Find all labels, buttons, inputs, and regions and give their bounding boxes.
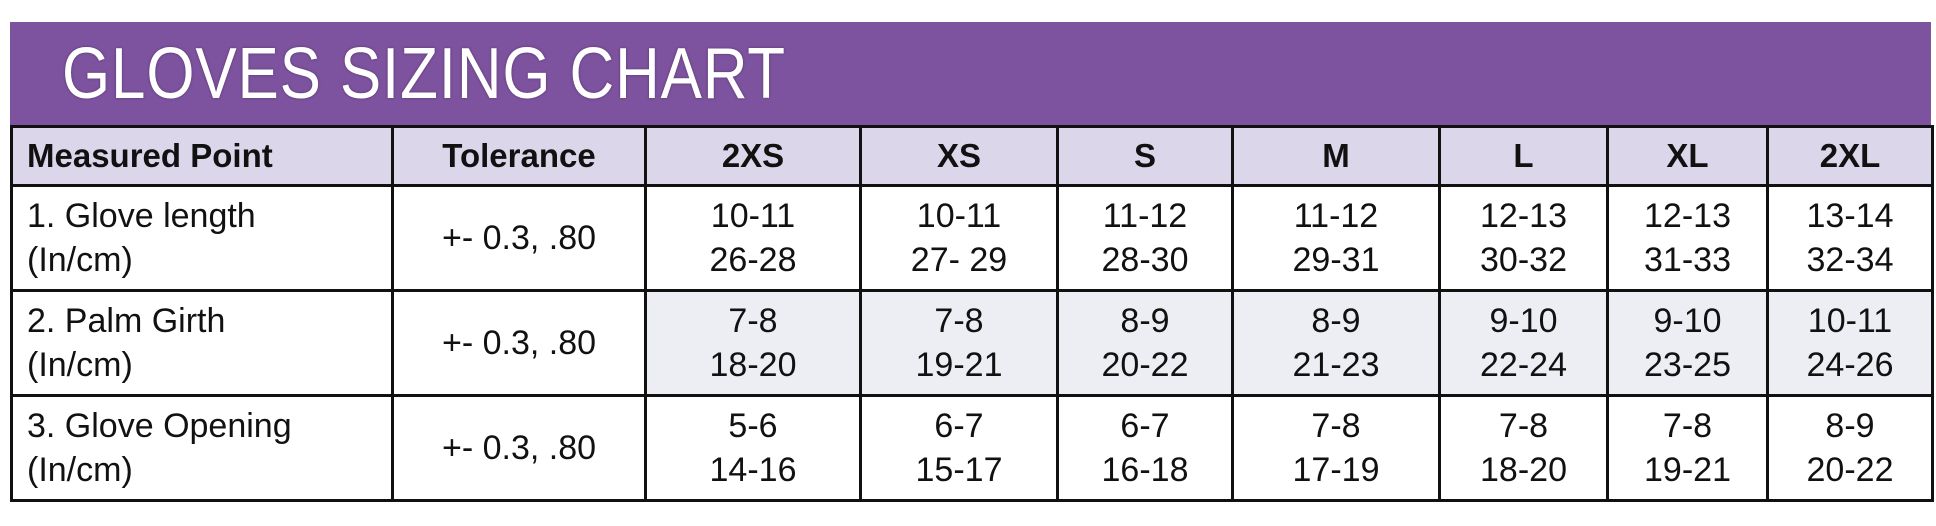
table-row: 1. Glove length (In/cm) +- 0.3, .80 10-11 26…: [10, 184, 1934, 292]
size-cm: 29-31: [1292, 241, 1380, 279]
size-cm: 18-20: [709, 346, 797, 384]
chart-title: GLOVES SIZING CHART: [62, 33, 786, 114]
size-inches: 10-11: [710, 197, 796, 235]
size-cell: 11-12 29-31: [1231, 184, 1441, 292]
size-inches: 11-12: [1293, 197, 1379, 235]
size-inches: 7-8: [728, 302, 778, 340]
column-header: L: [1438, 125, 1609, 187]
size-cell: 8-9 21-23: [1231, 289, 1441, 397]
size-cm: 28-30: [1101, 241, 1189, 279]
size-cell: 7-8 17-19: [1231, 394, 1441, 502]
tolerance-cell: +- 0.3, .80: [391, 394, 647, 502]
size-inches: 8-9: [1120, 302, 1170, 340]
size-cell: 12-13 30-32: [1438, 184, 1609, 292]
size-cm: 26-28: [709, 241, 797, 279]
size-cell: 11-12 28-30: [1056, 184, 1234, 292]
size-cell: 9-10 22-24: [1438, 289, 1609, 397]
size-cell: 10-11 24-26: [1766, 289, 1934, 397]
size-inches: 7-8: [1498, 407, 1549, 445]
tolerance-cell: +- 0.3, .80: [391, 289, 647, 397]
size-cm: 30-32: [1480, 241, 1567, 279]
size-inches: 9-10: [1653, 302, 1722, 340]
measured-point-cell: 1. Glove length (In/cm): [10, 184, 394, 292]
size-inches: 10-11: [1807, 302, 1893, 340]
size-cm: 15-17: [915, 451, 1003, 489]
size-cm: 23-25: [1644, 346, 1731, 384]
size-cell: 10-11 27- 29: [859, 184, 1059, 292]
size-cm: 20-22: [1101, 346, 1189, 384]
size-cell: 9-10 23-25: [1606, 289, 1769, 397]
measured-point-cell: 2. Palm Girth (In/cm): [10, 289, 394, 397]
size-cm: 17-19: [1292, 451, 1380, 489]
size-cell: 13-14 32-34: [1766, 184, 1934, 292]
size-inches: 7-8: [1311, 407, 1361, 445]
size-cm: 20-22: [1806, 451, 1894, 489]
size-cm: 14-16: [709, 451, 797, 489]
measured-point-cell: 3. Glove Opening (In/cm): [10, 394, 394, 502]
size-cm: 24-26: [1806, 346, 1894, 384]
size-cell: 12-13 31-33: [1606, 184, 1769, 292]
measured-point-text: 1. Glove length: [27, 197, 256, 235]
measured-point-text: 3. Glove Opening: [27, 407, 292, 445]
size-inches: 13-14: [1806, 197, 1894, 235]
size-cell: 5-6 14-16: [644, 394, 862, 502]
column-header: 2XS: [644, 125, 862, 187]
column-header: Measured Point: [10, 125, 394, 187]
chart-title-banner: GLOVES SIZING CHART: [10, 22, 1931, 125]
size-inches: 10-11: [916, 197, 1002, 235]
size-cell: 7-8 19-21: [1606, 394, 1769, 502]
column-header: XS: [859, 125, 1059, 187]
size-cm: 19-21: [915, 346, 1003, 384]
size-inches: 9-10: [1489, 302, 1558, 340]
size-cm: 27- 29: [910, 241, 1008, 279]
size-cm: 21-23: [1292, 346, 1380, 384]
sizing-table: Measured Point Tolerance 2XS XS S M L XL 2XL 1. …: [10, 125, 1934, 502]
table-row: 3. Glove Opening (In/cm) +- 0.3, .80 5-6 14-…: [10, 394, 1934, 502]
header-row: Measured Point Tolerance 2XS XS S M L XL 2XL: [10, 125, 1934, 187]
size-cell: 6-7 16-18: [1056, 394, 1234, 502]
size-inches: 8-9: [1311, 302, 1361, 340]
size-cell: 6-7 15-17: [859, 394, 1059, 502]
size-inches: 11-12: [1102, 197, 1188, 235]
size-inches: 5-6: [728, 407, 778, 445]
column-header: XL: [1606, 125, 1769, 187]
size-cm: 18-20: [1480, 451, 1567, 489]
column-header: S: [1056, 125, 1234, 187]
size-cm: 16-18: [1101, 451, 1189, 489]
size-inches: 6-7: [934, 407, 984, 445]
column-header: Tolerance: [391, 125, 647, 187]
size-inches: 6-7: [1120, 407, 1170, 445]
size-cell: 10-11 26-28: [644, 184, 862, 292]
size-cm: 19-21: [1644, 451, 1731, 489]
sizing-chart: GLOVES SIZING CHART Measured Point Tolera…: [10, 22, 1934, 502]
size-inches: 12-13: [1480, 197, 1567, 235]
size-inches: 7-8: [934, 302, 984, 340]
size-cell: 7-8 18-20: [1438, 394, 1609, 502]
size-cm: 22-24: [1480, 346, 1567, 384]
size-inches: 12-13: [1644, 197, 1731, 235]
tolerance-cell: +- 0.3, .80: [391, 184, 647, 292]
measured-point-text: (In/cm): [27, 451, 133, 489]
size-cm: 31-33: [1644, 241, 1731, 279]
table-row: 2. Palm Girth (In/cm) +- 0.3, .80 7-8 18-20 7…: [10, 289, 1934, 397]
size-cell: 7-8 18-20: [644, 289, 862, 397]
measured-point-text: (In/cm): [27, 346, 133, 384]
size-cell: 8-9 20-22: [1766, 394, 1934, 502]
measured-point-text: (In/cm): [27, 241, 133, 279]
column-header: 2XL: [1766, 125, 1934, 187]
size-cm: 32-34: [1806, 241, 1894, 279]
column-header: M: [1231, 125, 1441, 187]
size-cell: 8-9 20-22: [1056, 289, 1234, 397]
size-inches: 7-8: [1662, 407, 1713, 445]
size-cell: 7-8 19-21: [859, 289, 1059, 397]
measured-point-text: 2. Palm Girth: [27, 302, 226, 340]
size-inches: 8-9: [1825, 407, 1875, 445]
